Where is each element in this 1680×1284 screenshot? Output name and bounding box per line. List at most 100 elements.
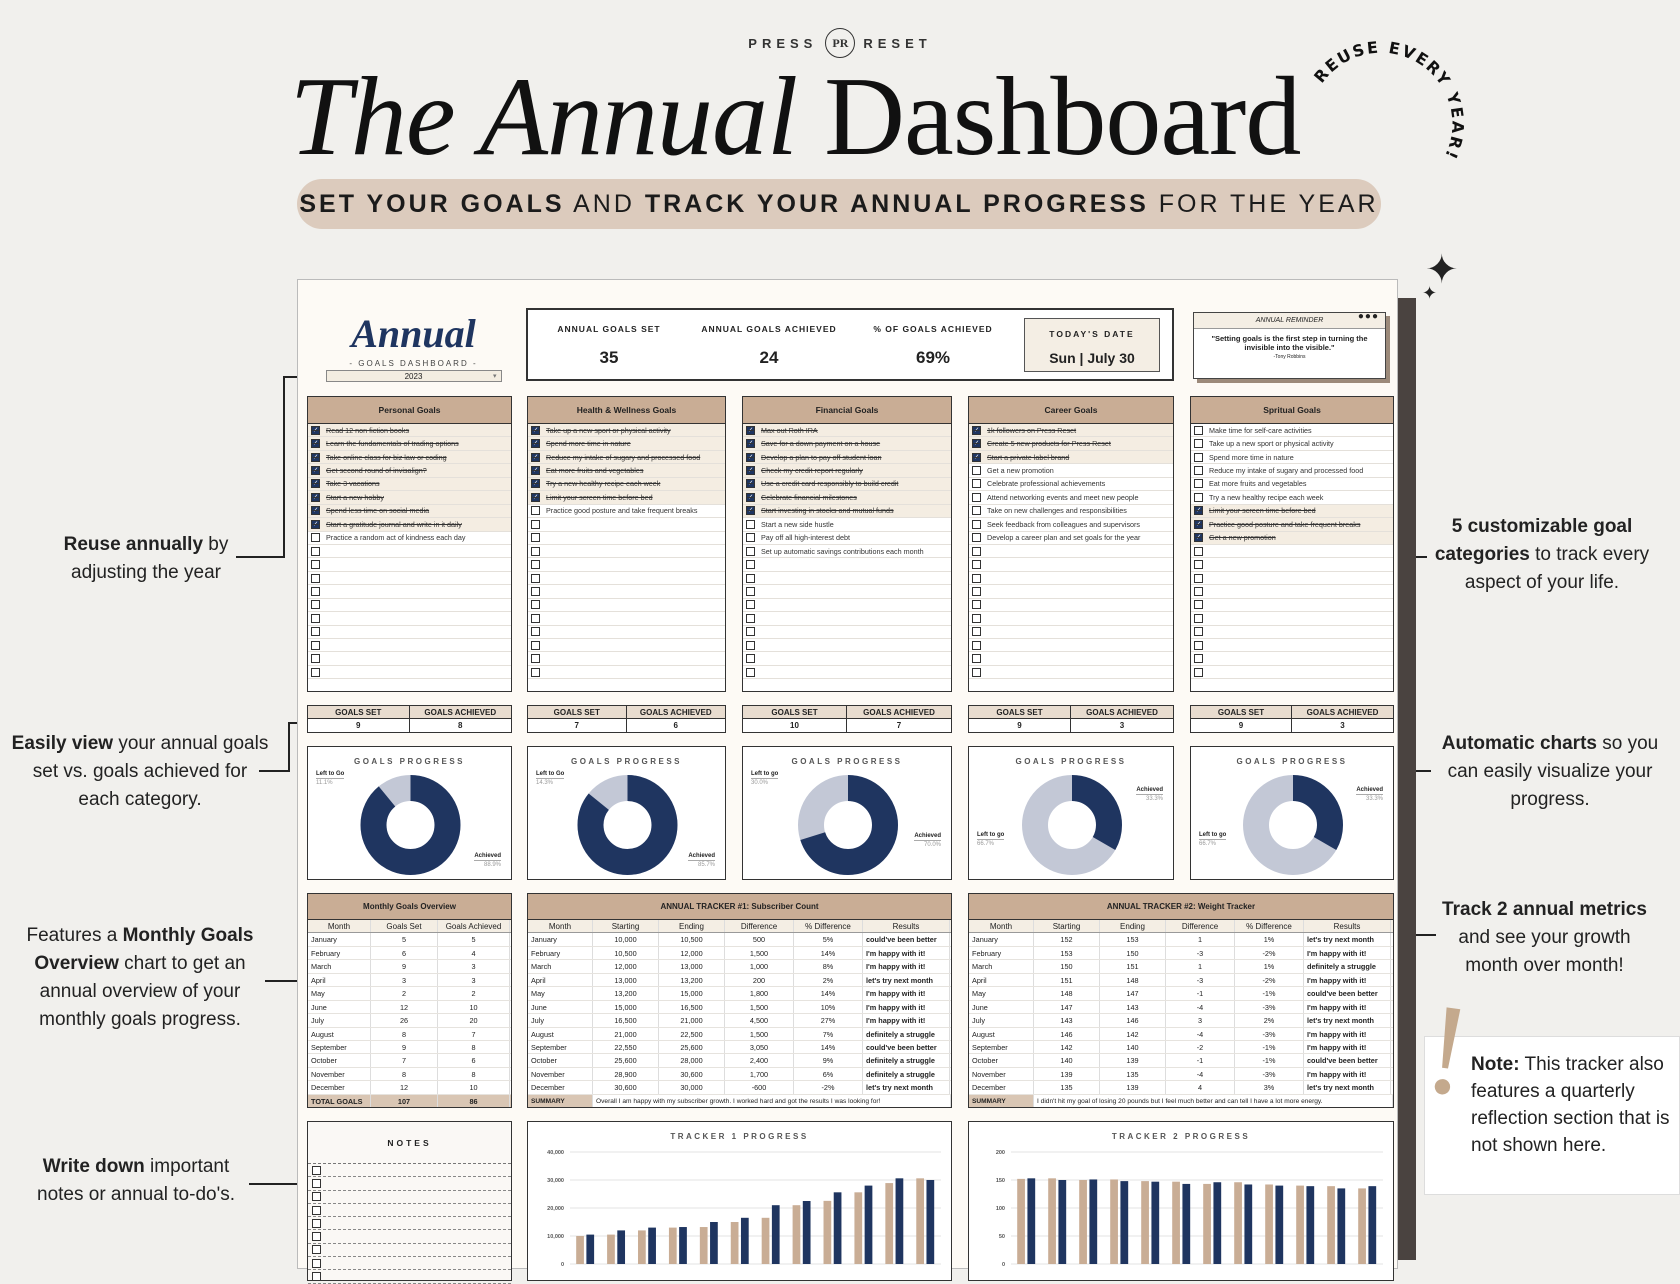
results-dropdown[interactable]: I'm happy with it! [1304, 946, 1391, 960]
goal-checkbox[interactable] [531, 519, 540, 529]
goal-checkbox[interactable]: ✓ [972, 452, 981, 462]
results-dropdown[interactable]: I'm happy with it! [863, 1014, 950, 1027]
notes-checkbox[interactable] [312, 1272, 321, 1282]
goal-checkbox[interactable] [746, 573, 755, 583]
goal-checkbox[interactable] [972, 519, 981, 529]
goal-checkbox[interactable] [746, 533, 755, 543]
goal-checkbox[interactable]: ✓ [746, 439, 755, 449]
goal-checkbox[interactable] [1194, 654, 1203, 664]
goal-checkbox[interactable]: ✓ [311, 425, 320, 435]
results-dropdown[interactable]: let's try next month [863, 1081, 950, 1094]
goal-checkbox[interactable] [1194, 613, 1203, 623]
goal-checkbox[interactable] [746, 560, 755, 570]
goal-checkbox[interactable] [1194, 600, 1203, 610]
notes-checkbox[interactable] [312, 1192, 321, 1202]
goal-checkbox[interactable] [1194, 546, 1203, 556]
year-select[interactable]: 2023 ▾ [325, 370, 502, 382]
goal-checkbox[interactable]: ✓ [311, 452, 320, 462]
goal-checkbox[interactable]: ✓ [972, 439, 981, 449]
more-icon[interactable]: ●●● [1357, 311, 1379, 322]
goal-checkbox[interactable] [1194, 560, 1203, 570]
results-dropdown[interactable]: could've been better [1304, 987, 1391, 1000]
results-dropdown[interactable]: I'm happy with it! [1304, 1027, 1391, 1040]
goal-checkbox[interactable] [311, 640, 320, 650]
results-dropdown[interactable]: I'm happy with it! [863, 1000, 950, 1014]
goal-checkbox[interactable] [746, 613, 755, 623]
goal-checkbox[interactable]: ✓ [746, 492, 755, 502]
results-dropdown[interactable]: could've been better [1304, 1054, 1391, 1067]
goal-checkbox[interactable] [972, 667, 981, 677]
notes-checkbox[interactable] [312, 1245, 321, 1255]
goal-checkbox[interactable] [531, 613, 540, 623]
results-dropdown[interactable]: definitely a struggle [863, 1027, 950, 1040]
goal-checkbox[interactable] [1194, 452, 1203, 462]
goal-checkbox[interactable] [531, 667, 540, 677]
goal-checkbox[interactable]: ✓ [531, 479, 540, 489]
results-dropdown[interactable]: could've been better [863, 1040, 950, 1054]
goal-checkbox[interactable] [746, 627, 755, 637]
goal-checkbox[interactable] [972, 533, 981, 543]
goal-checkbox[interactable] [531, 560, 540, 570]
goal-checkbox[interactable] [531, 600, 540, 610]
goal-checkbox[interactable] [972, 627, 981, 637]
goal-checkbox[interactable] [1194, 586, 1203, 596]
goal-checkbox[interactable] [531, 533, 540, 543]
goal-checkbox[interactable]: ✓ [1194, 519, 1203, 529]
goal-checkbox[interactable] [311, 573, 320, 583]
goal-checkbox[interactable]: ✓ [531, 492, 540, 502]
results-dropdown[interactable]: I'm happy with it! [863, 946, 950, 960]
goal-checkbox[interactable] [746, 519, 755, 529]
goal-checkbox[interactable]: ✓ [1194, 506, 1203, 516]
goal-checkbox[interactable] [746, 667, 755, 677]
goal-checkbox[interactable]: ✓ [746, 452, 755, 462]
goal-checkbox[interactable] [531, 573, 540, 583]
goal-checkbox[interactable] [311, 560, 320, 570]
goal-checkbox[interactable] [311, 613, 320, 623]
goal-checkbox[interactable] [311, 600, 320, 610]
results-dropdown[interactable]: definitely a struggle [1304, 960, 1391, 973]
goal-checkbox[interactable] [1194, 439, 1203, 449]
goal-checkbox[interactable]: ✓ [531, 425, 540, 435]
goal-checkbox[interactable]: ✓ [746, 466, 755, 476]
goal-checkbox[interactable] [1194, 466, 1203, 476]
results-dropdown[interactable]: I'm happy with it! [863, 960, 950, 973]
goal-checkbox[interactable] [972, 560, 981, 570]
goal-checkbox[interactable] [311, 654, 320, 664]
notes-checkbox[interactable] [312, 1205, 321, 1215]
goal-checkbox[interactable]: ✓ [311, 439, 320, 449]
goal-checkbox[interactable] [1194, 667, 1203, 677]
results-dropdown[interactable]: could've been better [863, 933, 950, 946]
goal-checkbox[interactable] [972, 492, 981, 502]
goal-checkbox[interactable] [1194, 627, 1203, 637]
results-dropdown[interactable]: let's try next month [1304, 933, 1391, 946]
goal-checkbox[interactable]: ✓ [531, 466, 540, 476]
goal-checkbox[interactable]: ✓ [972, 425, 981, 435]
goal-checkbox[interactable] [531, 654, 540, 664]
goal-checkbox[interactable] [972, 573, 981, 583]
goal-checkbox[interactable] [531, 627, 540, 637]
goal-checkbox[interactable] [531, 546, 540, 556]
notes-checkbox[interactable] [312, 1258, 321, 1268]
goal-checkbox[interactable] [972, 586, 981, 596]
goal-checkbox[interactable] [531, 586, 540, 596]
goal-checkbox[interactable] [746, 586, 755, 596]
goal-checkbox[interactable]: ✓ [311, 492, 320, 502]
results-dropdown[interactable]: let's try next month [1304, 1014, 1391, 1027]
results-dropdown[interactable]: let's try next month [863, 973, 950, 987]
results-dropdown[interactable]: definitely a struggle [863, 1067, 950, 1081]
results-dropdown[interactable]: I'm happy with it! [1304, 973, 1391, 987]
results-dropdown[interactable]: let's try next month [1304, 1081, 1391, 1094]
goal-checkbox[interactable] [1194, 573, 1203, 583]
notes-checkbox[interactable] [312, 1218, 321, 1228]
goal-checkbox[interactable] [311, 546, 320, 556]
goal-checkbox[interactable] [972, 640, 981, 650]
notes-checkbox[interactable] [312, 1178, 321, 1188]
goal-checkbox[interactable] [311, 586, 320, 596]
goal-checkbox[interactable] [972, 506, 981, 516]
goal-checkbox[interactable]: ✓ [311, 519, 320, 529]
goal-checkbox[interactable] [1194, 479, 1203, 489]
goal-checkbox[interactable] [972, 479, 981, 489]
goal-checkbox[interactable]: ✓ [746, 506, 755, 516]
goal-checkbox[interactable]: ✓ [311, 466, 320, 476]
goal-checkbox[interactable] [972, 466, 981, 476]
